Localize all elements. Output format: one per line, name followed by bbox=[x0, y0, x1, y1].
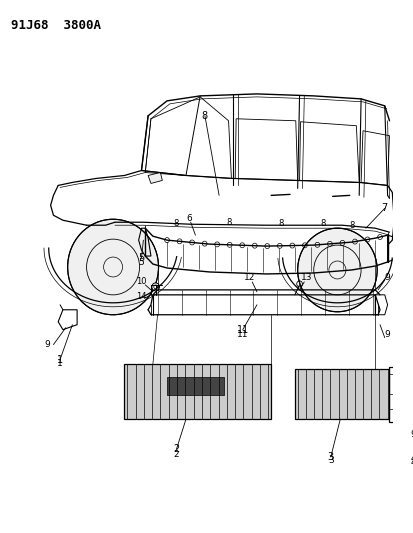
Text: 8: 8 bbox=[173, 219, 179, 228]
Text: 8: 8 bbox=[277, 219, 282, 228]
Text: 14: 14 bbox=[136, 292, 146, 301]
Text: 5: 5 bbox=[138, 257, 144, 266]
Polygon shape bbox=[148, 173, 162, 183]
Text: 8: 8 bbox=[225, 218, 231, 227]
Text: 1: 1 bbox=[57, 359, 63, 368]
Text: 3: 3 bbox=[327, 456, 333, 465]
Bar bbox=[294, 369, 389, 419]
Bar bbox=[124, 365, 271, 419]
Text: 8: 8 bbox=[202, 111, 207, 121]
Text: 12: 12 bbox=[243, 273, 254, 282]
Text: 11: 11 bbox=[237, 330, 248, 339]
Text: 8: 8 bbox=[348, 221, 354, 230]
Text: 9: 9 bbox=[409, 430, 413, 439]
Text: 4: 4 bbox=[409, 454, 413, 464]
Text: 2: 2 bbox=[173, 449, 179, 458]
Text: 6: 6 bbox=[185, 214, 191, 223]
Text: 3: 3 bbox=[327, 452, 333, 462]
Text: 10: 10 bbox=[136, 277, 146, 286]
Circle shape bbox=[152, 283, 159, 291]
Circle shape bbox=[297, 228, 376, 312]
Text: 7: 7 bbox=[381, 203, 387, 213]
Circle shape bbox=[67, 219, 158, 315]
Text: 4: 4 bbox=[409, 458, 413, 467]
Bar bbox=[389, 367, 408, 422]
Text: 9: 9 bbox=[44, 340, 50, 349]
Text: 91J68  3800A: 91J68 3800A bbox=[11, 19, 101, 33]
Bar bbox=[166, 377, 223, 395]
Text: 13: 13 bbox=[301, 273, 312, 282]
Text: 11: 11 bbox=[236, 325, 248, 335]
Text: 8: 8 bbox=[320, 219, 325, 228]
Text: 9: 9 bbox=[384, 330, 389, 339]
Text: 5: 5 bbox=[138, 253, 144, 263]
Text: 1: 1 bbox=[57, 354, 63, 365]
Text: 2: 2 bbox=[173, 444, 179, 454]
Text: 9: 9 bbox=[384, 273, 389, 282]
